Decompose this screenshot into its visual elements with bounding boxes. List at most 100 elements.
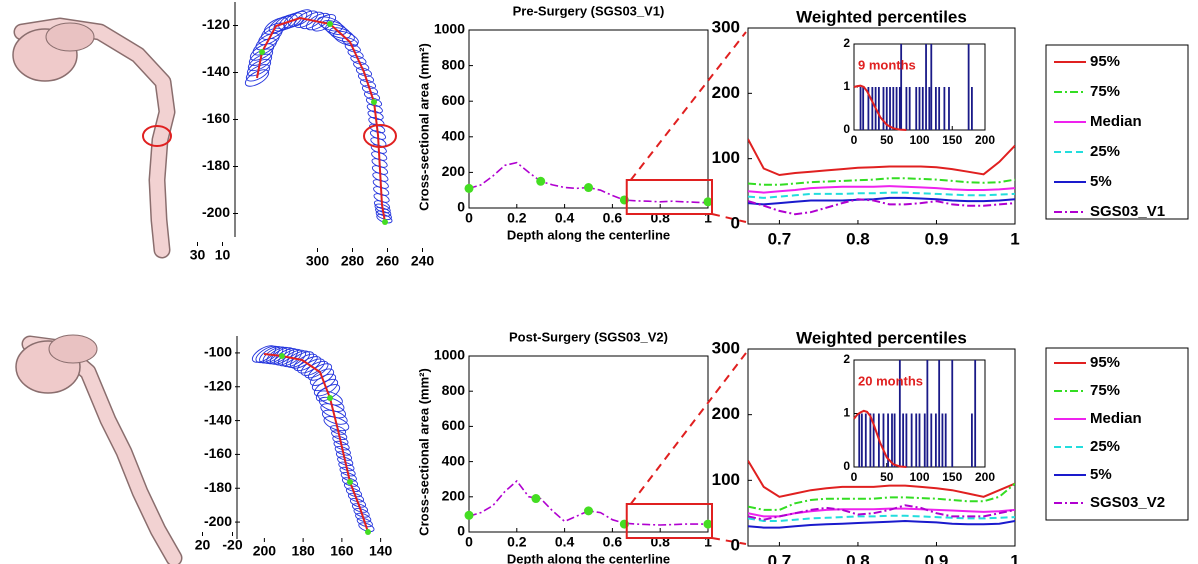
mesh-ring (343, 482, 361, 493)
mesh-ring (375, 206, 392, 217)
mesh-ring (355, 67, 373, 77)
series-line (748, 504, 1015, 521)
depth-marker (531, 494, 541, 504)
bar (859, 87, 862, 130)
bar (974, 360, 977, 467)
x-tick-label: 150 (942, 133, 962, 147)
legend-label: 95% (1090, 53, 1120, 70)
y-tick-label: 0 (731, 213, 740, 232)
x-tick-label: 0.9 (925, 551, 949, 564)
x-tick-label: 0.2 (507, 534, 527, 550)
x-tick-label: 200 (253, 543, 277, 559)
mesh-ring (300, 358, 325, 376)
mesh-ring (329, 27, 355, 43)
y-tick-label: 100 (712, 470, 740, 489)
z-tick-label: -160 (204, 445, 232, 461)
bar (898, 87, 901, 130)
series-line (748, 196, 1015, 206)
x-tick-label: 0.8 (846, 229, 870, 248)
y-tick-label: 200 (442, 488, 466, 504)
z-tick-label: -200 (204, 513, 232, 529)
centerline (263, 353, 369, 533)
bar (885, 87, 888, 130)
z-tick-label: -180 (204, 479, 232, 495)
mesh-ring (361, 85, 379, 95)
x-tick-label: 140 (369, 543, 393, 559)
mesh-ring (283, 10, 308, 29)
x-tick-label: 200 (975, 133, 995, 147)
bar (892, 87, 895, 130)
mesh-ring (334, 445, 351, 456)
mesh-ring (365, 97, 383, 107)
x-tick-label: 0.7 (768, 551, 792, 564)
mesh-ring (323, 416, 350, 432)
x-tick-label: 1 (704, 534, 712, 550)
y-tick-label: 1000 (434, 21, 465, 37)
bar (905, 413, 908, 467)
legend-label: 75% (1090, 382, 1120, 399)
bar (869, 413, 872, 467)
centerline-marker (327, 395, 333, 401)
bar (858, 413, 861, 467)
y-tick-label: 300 (712, 338, 740, 357)
bar (934, 413, 937, 467)
mesh-ring (371, 165, 389, 175)
bar (930, 44, 933, 130)
mesh-ring (337, 456, 354, 467)
legend-label: Median (1090, 410, 1142, 427)
bar (910, 413, 913, 467)
x-tick-label: 0 (465, 534, 473, 550)
y-tick-label: 0 (457, 523, 465, 539)
x-axis-label: Depth along the centerline (507, 551, 670, 564)
y-tick-label: 200 (712, 83, 740, 102)
axes-background (468, 29, 709, 209)
mesh-ring (350, 55, 367, 65)
legend-label: 5% (1090, 173, 1112, 190)
bar (908, 87, 911, 130)
mesh-ring (347, 49, 364, 59)
x-tick-label: 180 (291, 543, 315, 559)
mesh-ring (356, 517, 373, 528)
series-line (748, 198, 1015, 216)
bar (967, 44, 970, 130)
z-tick-label: -120 (204, 377, 232, 393)
mesh-ring (344, 43, 361, 53)
airway-head-detail (45, 22, 95, 52)
bar (928, 87, 931, 130)
x-tick-label: 0 (465, 210, 473, 226)
chart-title: Pre-Surgery (SGS03_V1) (513, 3, 665, 18)
depth-marker (703, 519, 713, 529)
mesh-ring (370, 137, 387, 147)
mesh-ring (355, 512, 372, 523)
mesh-ring (258, 27, 283, 46)
mesh-ring (351, 503, 369, 513)
centerline-marker (347, 479, 353, 485)
mesh-ring (375, 210, 392, 221)
bar (860, 413, 863, 467)
bar (923, 413, 926, 467)
legend-label: 25% (1090, 143, 1120, 160)
bar (951, 360, 954, 467)
z-tick-label: -120 (202, 16, 230, 32)
series-line (748, 177, 1015, 186)
z-tick-label: -140 (202, 63, 230, 79)
y-tick-label: -20 (222, 537, 242, 553)
x-tick-label: 100 (909, 133, 929, 147)
mesh-ring (359, 79, 377, 89)
series-line (748, 507, 1015, 518)
mesh-ring (329, 425, 347, 435)
inset-annotation: 20 months (858, 373, 923, 388)
z-tick-label: -200 (202, 204, 230, 220)
mesh-ring (297, 356, 322, 374)
axes-background (468, 355, 709, 533)
bar (893, 413, 896, 467)
x-tick-label: 300 (306, 253, 330, 269)
bar (872, 413, 875, 467)
y-tick-label: 400 (442, 128, 466, 144)
mesh-ring (353, 507, 370, 518)
zoom-box (625, 179, 713, 215)
bar (900, 44, 903, 130)
highlight-circle (142, 125, 172, 147)
